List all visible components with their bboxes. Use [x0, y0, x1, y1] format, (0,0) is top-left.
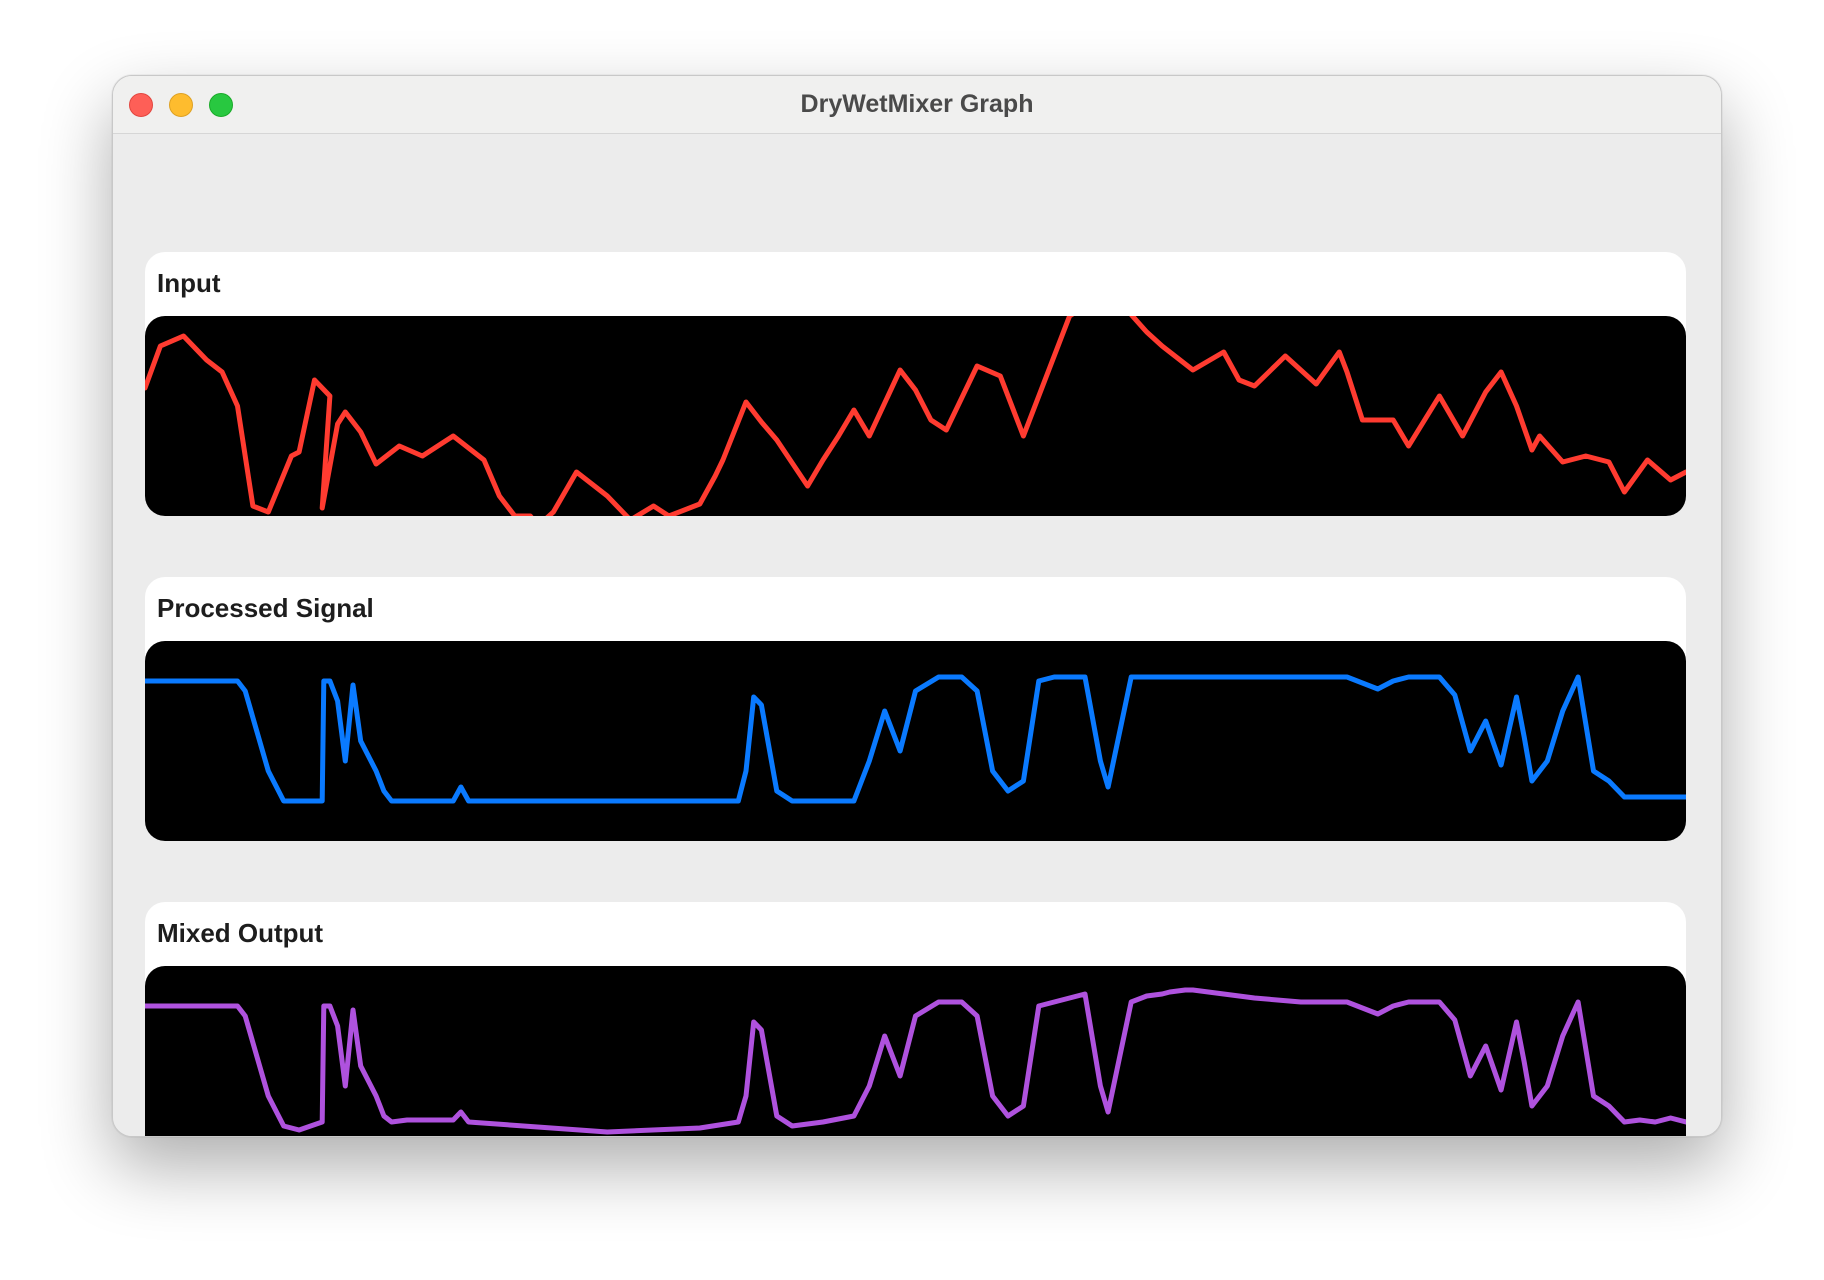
waveform-line — [145, 987, 1686, 1135]
mixed-plot — [145, 966, 1686, 1136]
waveform-line — [145, 674, 1686, 804]
close-button[interactable] — [129, 93, 153, 117]
input-plot — [145, 316, 1686, 516]
processed-plot — [145, 641, 1686, 841]
processed-waveform — [145, 674, 1686, 804]
processed-panel: Processed Signal — [145, 577, 1686, 841]
window-title: DryWetMixer Graph — [800, 90, 1034, 118]
mixed-panel: Mixed Output — [145, 902, 1686, 1136]
panel-label-mixed: Mixed Output — [157, 918, 324, 948]
minimize-button[interactable] — [169, 93, 193, 117]
zoom-button[interactable] — [209, 93, 233, 117]
input-panel: Input — [145, 252, 1686, 516]
title-bar[interactable]: DryWetMixer Graph — [113, 76, 1721, 134]
panel-label-input: Input — [157, 268, 221, 298]
input-waveform — [145, 316, 1686, 516]
mixed-waveform — [145, 987, 1686, 1135]
window-content: Input Processed Signal Mixed Output — [113, 134, 1721, 1136]
panel-label-processed: Processed Signal — [157, 593, 374, 623]
waveform-line — [145, 316, 1686, 516]
app-window: DryWetMixer Graph Input Processed Signal… — [112, 75, 1722, 1137]
